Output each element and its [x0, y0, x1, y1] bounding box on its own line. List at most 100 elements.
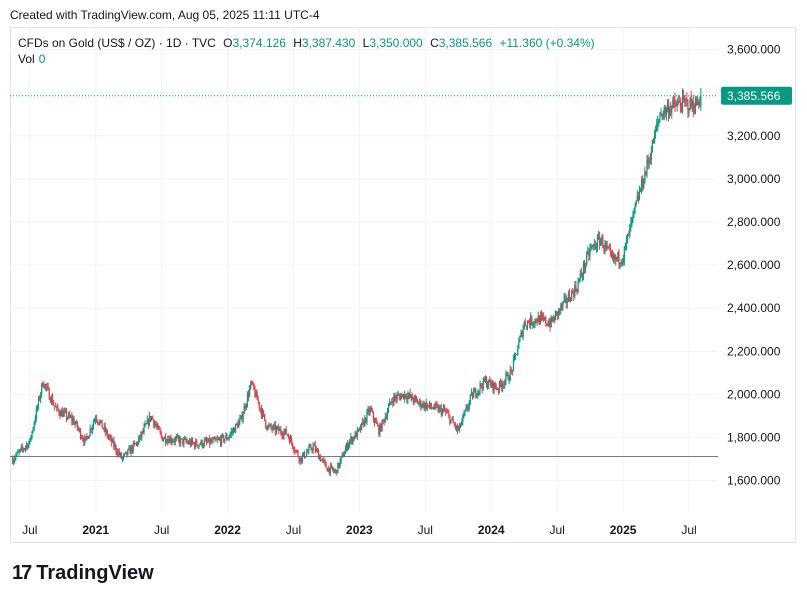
candle-body [130, 446, 132, 454]
candle-body [481, 386, 483, 389]
candle-body [554, 312, 557, 321]
candle-body [487, 385, 489, 388]
candle-body [17, 451, 19, 453]
candle-body [367, 409, 369, 412]
candle-body [504, 380, 506, 386]
candle-body [355, 432, 357, 438]
candle-body [646, 160, 648, 173]
candle-body [608, 248, 610, 250]
candle-body [397, 394, 399, 396]
change-value: +11.360 (+0.34%) [499, 36, 595, 50]
candle-body [601, 237, 603, 240]
candle-body [630, 223, 632, 226]
candle-body [681, 95, 684, 111]
candle-body [492, 381, 494, 391]
candle-body [41, 383, 43, 394]
candle-body [359, 427, 362, 430]
candle-body [153, 419, 155, 426]
tradingview-mark-icon: 17 [12, 562, 32, 584]
candle-body [78, 429, 81, 431]
candle-body [418, 403, 420, 405]
candle-body [55, 406, 57, 408]
candle-body [374, 420, 377, 423]
candle-body [144, 424, 146, 427]
tradingview-logo[interactable]: 17 TradingView [12, 562, 154, 585]
candle-body [568, 294, 571, 300]
candle-body [699, 103, 701, 105]
candle-body [454, 424, 456, 428]
candle-body [557, 311, 559, 316]
candle-body [649, 159, 651, 161]
candle-body [667, 105, 670, 116]
candle-body [693, 110, 695, 113]
candle-body [660, 113, 662, 116]
candle-body [85, 436, 87, 438]
candle-body [648, 159, 650, 164]
candle-body [309, 445, 311, 448]
candle-body [650, 151, 652, 161]
candle-body [245, 404, 247, 409]
candle-body [321, 459, 323, 462]
candle-body [104, 426, 106, 433]
candle-body [136, 442, 139, 445]
candle-body [351, 437, 353, 443]
candle-body [633, 207, 635, 213]
candle-body [163, 436, 166, 440]
candle-body [400, 395, 403, 400]
candle-body [239, 418, 241, 422]
candle-body [395, 397, 397, 400]
candle-body [447, 412, 449, 414]
close-label: C [430, 36, 439, 50]
candle-body [679, 102, 681, 108]
candle-body [574, 285, 576, 297]
candle-body [551, 317, 553, 322]
candle-body [69, 413, 71, 417]
candle-body [103, 426, 105, 429]
candle-body [592, 244, 594, 247]
candle-body [609, 248, 611, 252]
candle-body [208, 438, 210, 442]
candle-body [358, 427, 361, 430]
candle-body [539, 315, 541, 324]
candle-body [139, 434, 141, 440]
candle-body [446, 411, 448, 413]
candle-body [31, 431, 33, 438]
candle-body [346, 443, 349, 449]
candle-body [329, 465, 331, 473]
candle-body [322, 459, 324, 461]
candle-body [289, 437, 292, 443]
candles-layer [12, 87, 702, 477]
x-tick-label: Jul [549, 523, 564, 537]
candle-body [59, 413, 61, 417]
high-value: 3,387.430 [301, 36, 356, 50]
candle-body [21, 446, 23, 449]
candle-body [376, 420, 378, 424]
candle-body [515, 354, 517, 356]
candle-body [356, 429, 358, 438]
volume-value: 0 [38, 52, 46, 66]
candle-body [663, 107, 665, 115]
tradingview-wordmark: TradingView [36, 562, 154, 584]
candle-body [365, 417, 367, 422]
candle-body [86, 436, 88, 438]
candle-body [620, 262, 622, 264]
candle-body [344, 449, 347, 454]
candle-body [499, 381, 502, 385]
candle-body [258, 402, 260, 409]
candle-body [178, 438, 181, 444]
candle-body [159, 429, 161, 433]
candle-body [212, 439, 214, 442]
candle-body [512, 358, 515, 371]
candle-body [588, 251, 590, 256]
candle-body [203, 440, 205, 446]
candle-body [48, 388, 50, 400]
candle-body [231, 431, 233, 433]
candle-body [483, 378, 485, 382]
candle-body [243, 406, 245, 415]
candle-body [441, 409, 443, 415]
candle-body [421, 406, 423, 408]
candle-body [272, 425, 274, 430]
candle-body [270, 424, 272, 428]
candle-body [540, 315, 543, 317]
